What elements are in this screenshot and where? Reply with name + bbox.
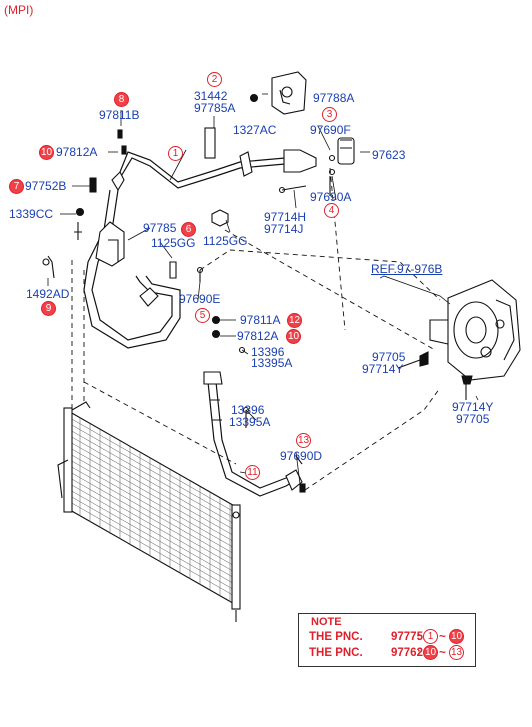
callout-10: 10: [286, 329, 301, 344]
part-label[interactable]: 1327AC: [233, 123, 277, 137]
part-label[interactable]: 97785: [143, 221, 177, 235]
callout-12: 12: [287, 313, 302, 328]
note-range-dash: ~: [439, 647, 446, 659]
note-range-to: 13: [449, 645, 464, 660]
part-label[interactable]: 97785A: [194, 101, 236, 115]
note-range-from: 10: [423, 645, 438, 660]
part-label[interactable]: 97752B: [25, 179, 67, 193]
part-label[interactable]: 97714H: [264, 210, 307, 224]
note-row-separator: :: [417, 647, 421, 659]
part-label[interactable]: 97690A: [310, 190, 352, 204]
note-range-dash: ~: [439, 631, 446, 643]
callout-10: 10: [39, 145, 54, 160]
reference-label[interactable]: REF.97-976B: [371, 262, 443, 276]
part-label[interactable]: 97714J: [264, 222, 304, 236]
note-row-separator: :: [417, 631, 421, 643]
compressor: [429, 279, 521, 381]
part-label[interactable]: 97690D: [280, 449, 323, 463]
part-label[interactable]: 97812A: [56, 145, 98, 159]
part-label[interactable]: 97623: [372, 148, 406, 162]
callout-4: 4: [324, 203, 339, 218]
part-label[interactable]: 1492AD: [26, 287, 70, 301]
note-range-from: 1: [423, 629, 438, 644]
note-title: NOTE: [311, 616, 342, 628]
part-label[interactable]: 13396: [251, 345, 285, 359]
part-label[interactable]: 97714Y: [362, 362, 404, 376]
callout-11: 11: [245, 465, 260, 480]
condenser: [57, 401, 241, 622]
part-label[interactable]: 13396: [231, 403, 265, 417]
part-label[interactable]: 97690F: [310, 123, 351, 137]
part-label[interactable]: 13395A: [229, 415, 271, 429]
part-label[interactable]: 97705: [456, 412, 490, 426]
engine-variant-label: (MPI): [4, 3, 34, 17]
callout-9: 9: [41, 301, 56, 316]
part-label[interactable]: 97690E: [179, 292, 221, 306]
callout-6: 6: [181, 222, 196, 237]
part-label[interactable]: 97705: [372, 350, 406, 364]
part-label[interactable]: 31442: [194, 89, 228, 103]
suction-pipe: [91, 189, 173, 341]
note-row-code: 97762: [391, 647, 423, 659]
callout-3: 3: [322, 107, 337, 122]
callout-7: 7: [9, 179, 24, 194]
part-label[interactable]: 97812A: [237, 329, 279, 343]
part-label[interactable]: 97811B: [99, 108, 140, 122]
part-label[interactable]: 1125GG: [203, 234, 248, 248]
note-row-code: 97775A: [391, 631, 432, 643]
part-label[interactable]: 13395A: [251, 356, 293, 370]
part-label[interactable]: 97788A: [313, 91, 355, 105]
note-row-prefix: THE PNC.: [309, 647, 363, 659]
receiver-drier: [337, 137, 355, 165]
callout-13: 13: [296, 433, 311, 448]
part-label[interactable]: 97811A: [240, 313, 281, 327]
part-label[interactable]: 1125GG: [151, 236, 196, 250]
part-label[interactable]: 1339CC: [9, 207, 54, 221]
callout-1: 1: [168, 146, 183, 161]
callout-5: 5: [195, 308, 210, 323]
note-box: NOTE THE PNC. 97775A : 1 ~ 10 THE PNC. 9…: [298, 613, 476, 667]
note-range-to: 10: [449, 629, 464, 644]
discharge-hose: [119, 151, 300, 183]
mount-bracket: [271, 71, 307, 115]
note-row-prefix: THE PNC.: [309, 631, 363, 643]
liquid-pipe: [207, 381, 297, 497]
callout-2: 2: [207, 72, 222, 87]
callout-8: 8: [114, 92, 129, 107]
part-label[interactable]: 97714Y: [452, 400, 494, 414]
